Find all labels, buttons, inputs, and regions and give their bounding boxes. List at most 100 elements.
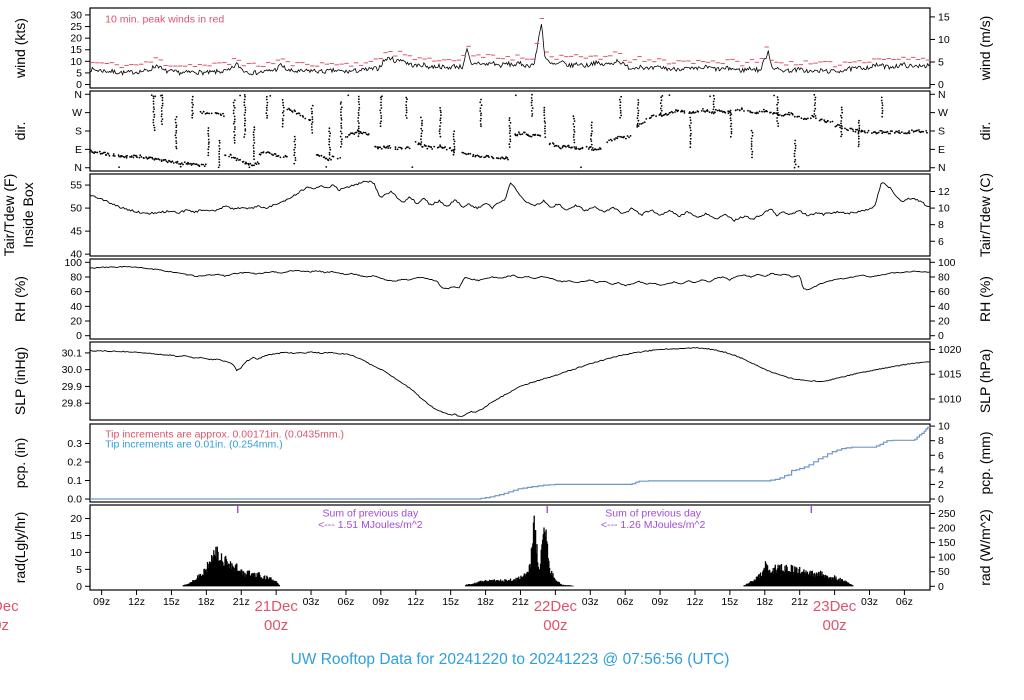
dir-dot: [361, 132, 364, 135]
dir-dot: [396, 148, 399, 151]
dir-dot: [291, 111, 294, 113]
dir-dot: [763, 110, 766, 113]
dir-dot: [357, 120, 359, 122]
dir-dot: [791, 113, 794, 116]
dir-dot: [677, 109, 680, 112]
dir-dot: [149, 156, 152, 159]
x-hour-label: 15z: [442, 596, 459, 608]
dir-dot: [358, 98, 360, 100]
dir-dot: [867, 129, 870, 132]
dir-dot: [439, 125, 441, 128]
dir-dot: [480, 117, 482, 120]
dir-dot: [851, 128, 854, 131]
dir-dot: [514, 94, 517, 97]
dir-dot: [619, 101, 622, 104]
dir-dot: [776, 120, 778, 122]
pcp-cumulative-steps: [90, 426, 931, 500]
dir-dot: [438, 146, 440, 148]
y-tick-label: 4: [938, 464, 944, 476]
panel-border: [89, 504, 931, 591]
dir-dot: [340, 122, 343, 125]
dir-dot: [805, 118, 808, 121]
dir-dot: [191, 109, 194, 112]
dir-dot: [200, 163, 203, 166]
dir-dot: [191, 95, 194, 98]
y-tick-label: 60: [938, 286, 950, 298]
dir-dot: [222, 112, 224, 115]
dir-dot: [786, 113, 789, 116]
dir-dot: [761, 110, 763, 113]
dir-dot: [362, 131, 365, 134]
dir-dot: [889, 132, 891, 135]
dir-dot: [655, 115, 657, 118]
annotation-text: Tip increments are approx. 0.00171in. (0…: [105, 428, 344, 440]
dir-dot: [499, 157, 502, 160]
dir-dot: [379, 146, 382, 149]
dir-dot: [866, 131, 869, 134]
dir-dot: [380, 98, 383, 101]
y-tick-label: 10: [70, 56, 82, 68]
dir-dot: [243, 94, 246, 96]
dir-dot: [118, 166, 120, 169]
dir-dot: [747, 109, 749, 112]
dir-dot: [504, 157, 507, 160]
y-tick-label: 29.8: [62, 398, 83, 410]
dir-dot: [453, 130, 456, 133]
dir-dot: [508, 143, 511, 146]
annotation-text: 10 min. peak winds in red: [105, 13, 224, 25]
dir-dot: [595, 148, 598, 151]
dir-dot: [293, 135, 296, 138]
dir-dot: [734, 109, 737, 112]
dir-dot: [688, 124, 691, 127]
dir-dot: [311, 121, 314, 123]
dir-dot: [777, 122, 779, 125]
dir-dot: [243, 122, 246, 125]
dir-dot: [659, 107, 662, 110]
dir-dot: [683, 112, 686, 114]
dir-dot: [823, 119, 826, 122]
dir-dot: [204, 163, 207, 166]
y-tick-label: N: [938, 162, 946, 174]
dir-dot: [358, 132, 360, 135]
dir-dot: [813, 110, 816, 112]
dir-dot: [218, 139, 221, 142]
dir-dot: [530, 97, 533, 99]
dir-dot: [220, 114, 223, 117]
dir-dot: [406, 98, 408, 101]
dir-dot: [152, 100, 155, 103]
dir-dot: [479, 110, 482, 112]
dir-dot: [590, 140, 593, 143]
dir-dot: [838, 124, 841, 126]
dir-dot: [492, 157, 495, 160]
dir-dot: [636, 107, 639, 109]
dir-dot: [841, 127, 843, 130]
dir-dot: [591, 147, 594, 149]
dir-dot: [840, 108, 843, 111]
dir-dot: [652, 114, 655, 117]
dir-dot: [421, 119, 423, 122]
dir-dot: [257, 162, 260, 165]
dir-dot: [580, 166, 582, 169]
dir-dot: [431, 148, 434, 150]
dir-dot: [425, 145, 427, 147]
dir-dot: [664, 112, 667, 115]
dir-dot: [592, 149, 595, 152]
dir-dot: [175, 145, 178, 148]
dir-dot: [328, 146, 331, 149]
y-tick-label: 30: [70, 9, 82, 21]
dir-dot: [439, 107, 441, 109]
dir-dot: [782, 114, 785, 117]
dir-dot: [340, 125, 343, 127]
dir-dot: [531, 113, 534, 115]
right-axis-title: wind (m/s): [977, 16, 993, 82]
dir-dot: [474, 154, 477, 157]
y-tick-label: 25: [70, 21, 82, 33]
dir-dot: [640, 123, 643, 125]
dir-dot: [479, 120, 482, 122]
dir-dot: [858, 127, 861, 130]
dir-dot: [420, 127, 423, 130]
y-tick-label: 10: [70, 547, 82, 559]
dir-dot: [531, 93, 533, 96]
x-hour-label: 18z: [198, 596, 215, 608]
dir-dot: [711, 111, 714, 113]
